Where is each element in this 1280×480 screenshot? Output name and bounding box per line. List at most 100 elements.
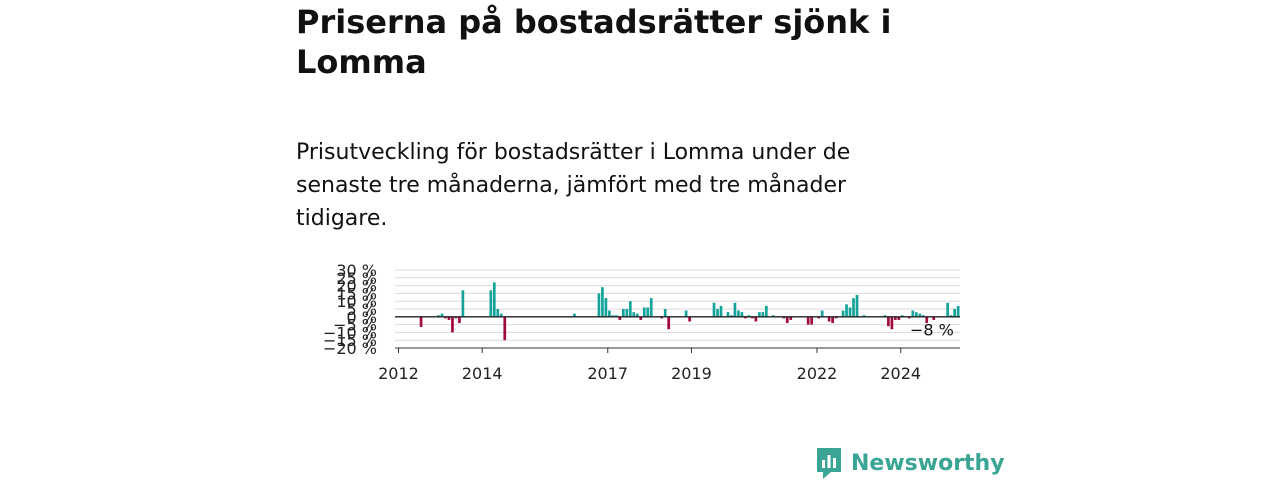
- newsworthy-logo-icon: [817, 448, 841, 479]
- y-tick-label: 25 %: [336, 269, 377, 288]
- bar: [733, 302, 737, 317]
- brand-name: Newsworthy: [851, 450, 1005, 476]
- bar: [831, 316, 834, 324]
- bar: [806, 316, 810, 325]
- bar: [730, 315, 733, 317]
- bar: [454, 316, 458, 319]
- bar: [918, 313, 922, 317]
- last-value-label: −8 %: [910, 320, 954, 339]
- bar: [754, 316, 758, 322]
- bars: [395, 282, 960, 341]
- bar: [747, 315, 751, 317]
- bar: [639, 316, 643, 320]
- x-tick-label: 2014: [462, 364, 503, 383]
- bar: [663, 309, 667, 317]
- bar: [437, 315, 440, 317]
- bar: [771, 315, 775, 317]
- bar: [499, 313, 503, 317]
- x-axis: 2012 2014 2017 2019 2022 2024: [378, 348, 921, 383]
- bar: [890, 316, 894, 330]
- bar: [764, 305, 768, 317]
- bar: [848, 307, 852, 317]
- bar: [625, 309, 629, 317]
- bar: [845, 304, 848, 317]
- y-tick-label: 10 %: [336, 292, 377, 311]
- bar: [782, 316, 786, 319]
- bar: [883, 315, 887, 317]
- bar: [751, 316, 754, 319]
- bar: [660, 316, 664, 319]
- bar: [810, 316, 814, 325]
- bar: [758, 312, 761, 317]
- bar: [419, 316, 423, 327]
- grid-lines: [395, 269, 960, 349]
- y-tick-label: 15 %: [336, 284, 377, 303]
- bar: [646, 307, 650, 317]
- bar: [719, 305, 723, 317]
- bar: [897, 316, 901, 320]
- bar: [635, 313, 639, 317]
- y-tick-label: 20 %: [336, 277, 377, 296]
- bar: [862, 315, 866, 317]
- bar: [684, 310, 688, 317]
- x-tick-label: 2022: [797, 364, 838, 383]
- x-tick-label: 2024: [880, 364, 921, 383]
- y-axis-ticks: 30 %25 %20 %15 %10 %5 %0 %−5 %−10 %−15 %…: [323, 261, 377, 358]
- bar: [440, 313, 444, 317]
- bar: [949, 315, 953, 317]
- bar: [887, 316, 890, 327]
- bar: [461, 290, 465, 317]
- bar: [667, 316, 671, 330]
- bar-chart: 30 %25 %20 %15 %10 %5 %0 %−5 %−10 %−15 %…: [323, 261, 960, 383]
- bar: [712, 302, 716, 317]
- bar: [615, 315, 618, 317]
- bar: [608, 310, 611, 317]
- bar: [503, 316, 507, 341]
- bar: [604, 298, 608, 317]
- bar: [820, 310, 824, 317]
- bar: [946, 302, 950, 317]
- bar: [827, 316, 831, 322]
- bar: [649, 298, 653, 317]
- bar: [761, 312, 765, 317]
- bar: [911, 310, 915, 317]
- y-tick-label: −10 %: [323, 323, 377, 342]
- bar: [447, 316, 451, 320]
- brand-logo: Newsworthy: [815, 446, 1005, 480]
- x-tick-label: 2017: [587, 364, 628, 383]
- bar: [925, 316, 929, 324]
- bar: [956, 305, 960, 317]
- y-tick-label: 5 %: [347, 300, 377, 319]
- bar: [921, 315, 925, 317]
- bar: [716, 309, 719, 317]
- bar: [451, 316, 454, 333]
- bar: [932, 316, 936, 320]
- bar: [894, 316, 897, 320]
- bar: [458, 316, 461, 324]
- bar: [834, 316, 838, 319]
- bar: [726, 312, 730, 317]
- bar: [492, 282, 496, 317]
- bar: [688, 316, 691, 322]
- x-tick-label: 2012: [378, 364, 419, 383]
- bar: [489, 290, 493, 317]
- y-tick-label: −20 %: [323, 339, 377, 358]
- bar: [953, 309, 957, 317]
- y-tick-label: 0 %: [347, 308, 377, 327]
- bar: [632, 312, 636, 317]
- bar: [744, 316, 747, 319]
- bar: [642, 307, 646, 317]
- chart-subtitle: Prisutveckling för bostadsrätter i Lomma…: [296, 140, 851, 231]
- bar: [597, 293, 601, 317]
- bar: [740, 312, 744, 317]
- bar: [852, 298, 855, 317]
- bar: [611, 315, 615, 317]
- chart-title: Priserna på bostadsrätter sjönk i Lomma: [296, 3, 892, 81]
- bar: [907, 316, 911, 319]
- bar: [817, 316, 820, 319]
- bar: [618, 316, 622, 320]
- bar: [737, 310, 740, 317]
- bar: [914, 312, 918, 317]
- bar: [496, 309, 500, 317]
- bar: [785, 316, 789, 324]
